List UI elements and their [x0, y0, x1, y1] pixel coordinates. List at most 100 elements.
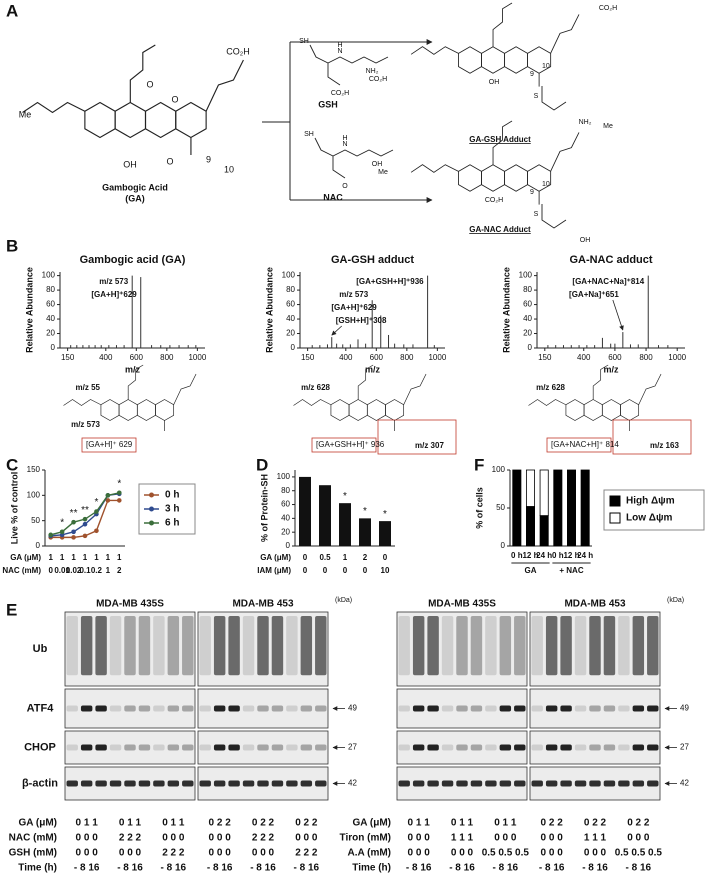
cell-line-label: MDA-MB 435S: [428, 599, 496, 610]
structure-ring: [175, 101, 207, 139]
structure-ring: [601, 399, 621, 421]
chart-title: GA-NAC adduct: [569, 254, 652, 266]
blot-band: [257, 616, 269, 676]
blot-band: [618, 616, 630, 676]
blot-band: [124, 744, 136, 751]
condition-value: 0.5 0.5 0.5: [482, 848, 530, 859]
condition-value: 0 0 0: [76, 848, 99, 859]
atom-label: O: [146, 79, 153, 89]
condition-value: 0 2 2: [252, 818, 275, 829]
position-label: 10: [542, 63, 550, 70]
structure-ring: [118, 399, 138, 421]
condition-value: 0 2 2: [209, 818, 232, 829]
condition-value: 2 2 2: [252, 833, 275, 844]
fragment-label: m/z 573: [71, 420, 100, 429]
y-tick-label: 0: [501, 541, 506, 550]
blot-band: [199, 744, 211, 751]
bar: [359, 518, 371, 546]
condition-value: 0 0 0: [494, 833, 517, 844]
x-tick-label: 600: [608, 353, 622, 362]
significance-mark: *: [383, 509, 387, 520]
significance-mark: *: [60, 517, 64, 528]
blot-band: [470, 616, 483, 676]
molecule: [410, 2, 580, 87]
x-tick-label: 2: [363, 553, 368, 562]
blot-band: [485, 705, 497, 712]
x-tick-label: 24 h: [577, 551, 593, 560]
panel-letter: F: [474, 455, 484, 474]
blot-band: [427, 705, 439, 712]
molecule: [22, 44, 244, 155]
condition-value: 0 0 0: [209, 848, 232, 859]
peak-annotation: m/z 573: [339, 290, 368, 299]
blot-band: [589, 616, 601, 676]
blot-band: [109, 780, 122, 787]
blot-band: [427, 744, 439, 751]
row-label: NAC (mM): [2, 566, 41, 575]
condition-label: GSH (mM): [9, 848, 57, 859]
x-axis-label: m/z: [125, 364, 141, 374]
blot-band: [456, 744, 468, 751]
blot-band: [441, 616, 454, 676]
kda-unit: (kDa): [667, 597, 684, 604]
ion-box: [81, 437, 137, 453]
blot-band: [589, 744, 601, 751]
blot-band: [514, 744, 526, 751]
blot-band: [242, 744, 255, 751]
bar: [319, 485, 331, 546]
blot-band: [427, 616, 439, 676]
blot-band: [66, 744, 78, 751]
ion-box: [311, 437, 377, 453]
blot-band: [441, 780, 454, 787]
condition-value: 0 0 0: [541, 848, 564, 859]
atom-label: CO₂H: [599, 5, 617, 12]
blot-band: [398, 744, 410, 751]
atom-label: N: [342, 141, 347, 148]
blot-band: [618, 780, 630, 787]
x-tick-label: 2: [117, 566, 122, 575]
blot-band: [514, 705, 526, 712]
structure-ring: [330, 399, 350, 421]
blot-band: [182, 744, 194, 751]
kda-marker: 49: [348, 704, 357, 713]
condition-value: - 8 16: [161, 863, 187, 874]
blot-band: [182, 705, 194, 712]
condition-value: 0 0 0: [627, 833, 650, 844]
condition-value: 2 2 2: [162, 848, 185, 859]
blot-band: [242, 705, 255, 712]
condition-value: 0 0 0: [408, 833, 431, 844]
fragment-label: m/z 628: [301, 383, 330, 392]
condition-value: - 8 16: [449, 863, 475, 874]
atom-label: H: [337, 42, 342, 49]
y-tick-label: 100: [277, 472, 291, 481]
cell-line-label: MDA-MB 435S: [96, 599, 164, 610]
blot-band: [531, 616, 543, 676]
blot-band: [228, 780, 240, 787]
blot-band: [271, 705, 284, 712]
legend-label: Low Δψm: [626, 513, 672, 524]
blot-band: [213, 705, 226, 712]
structure-chain: [357, 364, 374, 400]
blot-band: [574, 705, 587, 712]
legend-box: [138, 483, 196, 535]
atom-label: SH: [299, 38, 309, 45]
legend-label: 0 h: [165, 490, 179, 501]
blot-band: [456, 705, 468, 712]
y-tick-label: 80: [46, 285, 55, 294]
y-tick-label: 150: [27, 465, 41, 474]
fragment-label: m/z 55: [76, 383, 101, 392]
condition-value: 0 0 0: [76, 833, 99, 844]
significance-mark: *: [343, 491, 347, 502]
reagent-name: GSH: [318, 99, 338, 109]
blot-band: [647, 616, 659, 676]
legend-swatch: [149, 520, 154, 526]
blot-band: [412, 705, 425, 712]
blot-band: [138, 705, 151, 712]
data-point: [48, 532, 54, 538]
structure-ring: [620, 399, 640, 421]
blot-band: [199, 616, 211, 676]
structure-chain: [22, 101, 86, 114]
y-tick-label: 100: [519, 271, 533, 280]
blot-band: [618, 705, 630, 712]
condition-value: - 8 16: [250, 863, 276, 874]
